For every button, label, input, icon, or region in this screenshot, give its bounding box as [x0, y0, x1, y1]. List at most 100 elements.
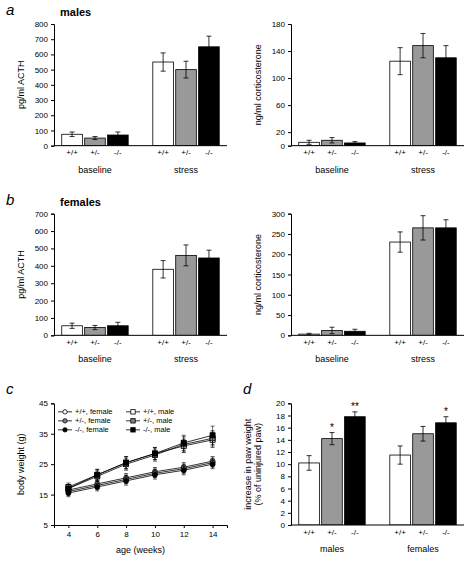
y-axis-tick-mark	[288, 403, 291, 404]
x-axis-tick-label: +/-	[90, 338, 100, 347]
y-axis-line	[288, 404, 292, 526]
y-axis-title: ng/ml corticosterone	[253, 44, 263, 125]
y-axis-tick-label: 10	[276, 460, 285, 469]
bar	[413, 46, 434, 146]
y-axis-tick: 100	[272, 74, 291, 83]
y-axis-title: pg/ml ACTH	[16, 61, 26, 110]
error-bar	[66, 485, 70, 493]
legend-label: -/-, male	[143, 425, 171, 434]
y-axis-tick-label: 700	[35, 35, 49, 44]
y-axis-line	[51, 214, 55, 336]
error-bar	[70, 323, 75, 328]
y-axis-tick: 6	[281, 485, 291, 494]
bar	[413, 228, 434, 335]
y-axis-tick-mark	[288, 489, 291, 490]
x-axis-tick-label: -/-	[351, 528, 359, 537]
y-axis-tick: 8	[281, 472, 291, 481]
bar	[153, 62, 174, 146]
y-axis-tick: 60	[276, 101, 291, 110]
error-bar	[92, 137, 97, 140]
y-axis-tick-mark	[288, 315, 291, 316]
y-axis-tick: 600	[35, 227, 54, 236]
y-axis-tick: 400	[35, 262, 54, 271]
x-axis-tick: +/-	[181, 335, 191, 347]
x-axis-tick: +/+	[394, 146, 406, 158]
y-axis-tick-mark	[51, 464, 54, 465]
y-axis-tick: 50	[276, 311, 291, 320]
x-axis-tick: +/-	[90, 146, 100, 158]
error-bar	[329, 138, 334, 143]
y-axis-tick: 15	[39, 491, 54, 500]
x-axis-tick-label: -/-	[205, 148, 213, 157]
x-axis-line	[291, 525, 464, 526]
y-axis-tick-label: 100	[35, 127, 49, 136]
x-axis: +/++/--/-	[394, 335, 450, 347]
x-axis-tick: +/+	[394, 525, 406, 537]
y-axis-tick-mark	[288, 132, 291, 133]
y-axis-tick-label: 5	[44, 521, 49, 530]
chart-container: males0100200300400500600700800pg/ml ACTH…	[0, 0, 474, 569]
group-label: stress	[174, 354, 199, 364]
error-bar	[329, 327, 334, 333]
line	[68, 440, 212, 487]
annotation: **	[351, 401, 359, 412]
y-axis-tick-label: 4	[281, 497, 286, 506]
marker	[66, 486, 71, 491]
x-axis-tick-mark	[184, 525, 185, 528]
legend-label: +/-, female	[75, 416, 111, 425]
y-axis-tick-mark	[51, 434, 54, 435]
error-bar	[398, 446, 403, 464]
x-axis-tick: +/-	[418, 146, 428, 158]
x-axis-tick-label: -/-	[114, 148, 122, 157]
y-axis-tick: 200	[272, 250, 291, 259]
y-axis-tick-mark	[51, 525, 54, 526]
error-bar	[211, 460, 215, 469]
y-axis-tick-label: 60	[276, 101, 285, 110]
y-axis-tick-mark	[51, 54, 54, 55]
y-axis-tick-mark	[288, 24, 291, 25]
y-axis-tick: 25	[39, 460, 54, 469]
error-bar	[161, 53, 166, 71]
y-axis-tick-label: 0	[44, 331, 49, 340]
y-axis-tick-mark	[288, 234, 291, 235]
y-axis: 0100200300400500600700800	[35, 20, 55, 151]
bar	[436, 423, 457, 525]
y-axis: 515253545	[39, 399, 54, 530]
group-label: baseline	[315, 354, 349, 364]
y-axis-tick-mark	[51, 100, 54, 101]
x-axis-tick: +/+	[394, 335, 406, 347]
x-axis-tick-label: 14	[209, 530, 218, 539]
x-axis-line	[54, 335, 227, 336]
error-bar	[161, 261, 166, 278]
y-axis-tick-mark	[288, 525, 291, 526]
y-axis-title: body weight (g)	[16, 433, 26, 495]
y-axis-tick-mark	[288, 275, 291, 276]
y-axis-tick: 14	[276, 436, 291, 445]
x-axis-tick-label: +/+	[303, 528, 315, 537]
error-bar	[92, 325, 97, 329]
error-bar	[443, 417, 448, 429]
x-axis-tick-mark	[97, 525, 98, 528]
x-axis-tick-mark	[68, 525, 69, 528]
x-axis-tick: +/+	[66, 146, 78, 158]
y-axis-tick-label: 600	[35, 227, 49, 236]
marker	[210, 462, 215, 467]
error-bar	[124, 475, 128, 484]
y-axis-line	[51, 25, 55, 147]
y-axis-tick: 400	[35, 81, 54, 90]
y-axis-tick-label: 150	[272, 271, 286, 280]
y-axis-tick-label: 2	[281, 509, 286, 518]
x-axis-tick: 8	[124, 525, 129, 539]
x-axis-tick: +/+	[303, 525, 315, 537]
error-bar	[443, 46, 448, 70]
y-axis-line	[51, 404, 55, 526]
y-axis-tick-label: 400	[35, 262, 49, 271]
x-axis-tick: +/+	[157, 335, 169, 347]
y-axis-tick-mark	[288, 416, 291, 417]
line	[68, 435, 212, 488]
error-bar	[211, 426, 215, 444]
y-axis-tick: 300	[35, 96, 54, 105]
x-axis-tick: -/-	[442, 525, 450, 537]
x-axis-tick: +/-	[90, 335, 100, 347]
error-bar	[184, 245, 189, 266]
